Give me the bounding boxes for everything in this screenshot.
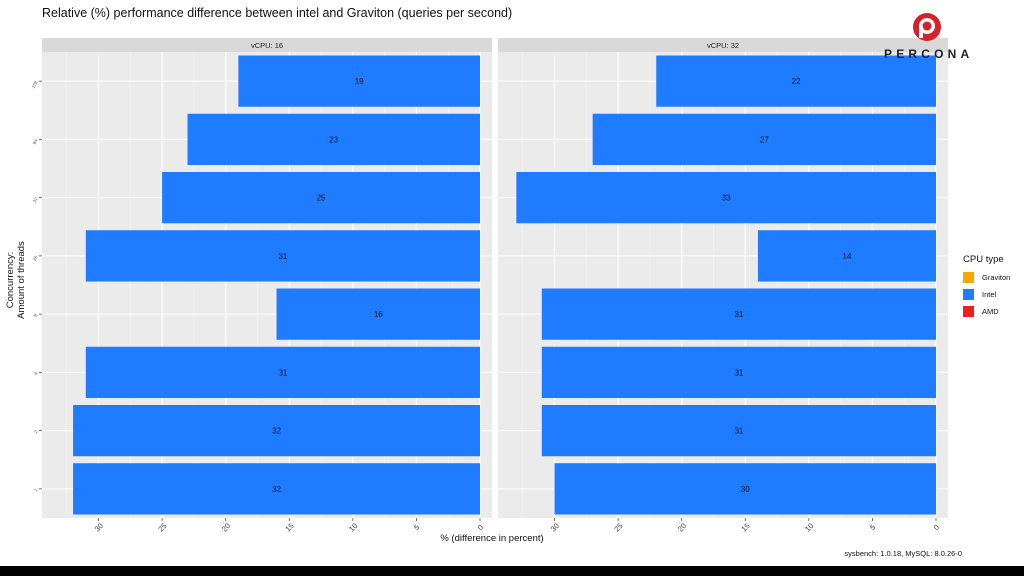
bar-data-label: 31 bbox=[734, 368, 743, 377]
y-axis-label-line: Amount of threads bbox=[16, 241, 27, 319]
x-tick-label: 15 bbox=[283, 521, 295, 533]
bar-intel bbox=[656, 55, 936, 107]
bar-intel bbox=[162, 171, 481, 224]
legend: CPU type Graviton Intel AMD bbox=[963, 254, 1010, 320]
bar-data-label: 23 bbox=[329, 135, 338, 144]
legend-key-amd bbox=[963, 306, 974, 317]
bar-intel bbox=[516, 171, 936, 224]
bar-intel bbox=[541, 404, 936, 457]
y-tick-label: 64 bbox=[32, 138, 39, 145]
legend-label: AMD bbox=[982, 307, 999, 316]
bar-intel bbox=[85, 230, 480, 282]
bar-data-label: 14 bbox=[843, 252, 852, 261]
bar-intel bbox=[541, 346, 936, 399]
y-axis-label: Concurrency: Amount of threads bbox=[5, 241, 27, 319]
bar-intel bbox=[73, 404, 481, 457]
x-tick-label: 0 bbox=[476, 523, 485, 532]
bar-data-label: 27 bbox=[760, 135, 769, 144]
facet-strip-label: vCPU: 16 bbox=[251, 41, 283, 50]
bar-data-label: 31 bbox=[734, 310, 743, 319]
caption: sysbench: 1.0.18, MySQL: 8.0.26-0 bbox=[844, 549, 962, 558]
y-tick-label: 128 bbox=[31, 80, 39, 89]
bar-data-label: 16 bbox=[374, 310, 383, 319]
x-tick-label: 20 bbox=[676, 521, 688, 533]
percona-logo-icon bbox=[913, 13, 941, 41]
legend-key-graviton bbox=[963, 272, 974, 283]
bar-intel bbox=[592, 113, 936, 166]
x-tick-label: 0 bbox=[932, 523, 941, 532]
y-tick-label: 2 bbox=[33, 429, 39, 434]
legend-item-graviton: Graviton bbox=[963, 269, 1010, 286]
y-tick-label: 4 bbox=[33, 371, 39, 376]
legend-title: CPU type bbox=[963, 254, 1004, 265]
bar-data-label: 33 bbox=[722, 194, 731, 203]
bar-intel bbox=[541, 288, 936, 340]
bar-intel bbox=[554, 463, 936, 515]
x-axis-label: % (difference in percent) bbox=[440, 533, 544, 544]
x-tick-label: 15 bbox=[739, 521, 751, 533]
bar-data-label: 25 bbox=[317, 194, 326, 203]
x-tick-label: 25 bbox=[612, 521, 624, 533]
y-tick-label: 16 bbox=[32, 254, 39, 261]
bar-intel bbox=[757, 230, 936, 282]
bar-data-label: 30 bbox=[741, 485, 750, 494]
bar-data-label: 31 bbox=[278, 252, 287, 261]
bar-intel bbox=[73, 463, 481, 515]
legend-label: Intel bbox=[982, 290, 997, 299]
x-tick-label: 30 bbox=[93, 521, 105, 533]
bar-intel bbox=[238, 55, 480, 107]
y-tick-label: 1 bbox=[33, 487, 39, 492]
facet-strip-label: vCPU: 32 bbox=[707, 41, 739, 50]
x-tick-label: 20 bbox=[220, 521, 232, 533]
bar-intel bbox=[187, 113, 480, 166]
legend-item-amd: AMD bbox=[963, 303, 1010, 320]
chart-title: Relative (%) performance difference betw… bbox=[42, 6, 513, 20]
x-tick-label: 5 bbox=[868, 523, 877, 532]
bar-data-label: 31 bbox=[734, 427, 743, 436]
y-tick-label: 8 bbox=[33, 313, 39, 318]
facet-panel-2: vCPU: 32 30 25 20 15 10 5 0 30 31 31 31 14 33 27 22 bbox=[498, 38, 948, 533]
x-tick-label: 5 bbox=[412, 523, 421, 532]
x-tick-label: 10 bbox=[347, 521, 359, 533]
x-tick-label: 10 bbox=[803, 521, 815, 533]
bar-intel bbox=[85, 346, 480, 399]
x-tick-label: 30 bbox=[549, 521, 561, 533]
bar-data-label: 32 bbox=[272, 485, 281, 494]
percona-logo: PERCONA bbox=[882, 12, 972, 62]
bar-data-label: 19 bbox=[355, 77, 364, 86]
x-tick-label: 25 bbox=[156, 521, 168, 533]
bottom-bar bbox=[0, 566, 1024, 576]
legend-key-intel bbox=[963, 289, 974, 300]
bar-data-label: 22 bbox=[792, 77, 801, 86]
facet-strip bbox=[42, 38, 492, 52]
legend-item-intel: Intel bbox=[963, 286, 1010, 303]
facet-strip bbox=[498, 38, 948, 52]
y-axis-label-line: Concurrency: bbox=[5, 251, 16, 309]
y-tick-label: 32 bbox=[32, 196, 39, 203]
bar-data-label: 32 bbox=[272, 427, 281, 436]
bar-intel bbox=[276, 288, 480, 340]
facet-panel-1: vCPU: 16 30 25 20 15 10 5 0 32 32 31 16 31 25 23 19 1 2 4 8… bbox=[31, 38, 492, 533]
legend-label: Graviton bbox=[982, 273, 1011, 282]
logo-text: PERCONA bbox=[884, 47, 974, 61]
bar-data-label: 31 bbox=[278, 368, 287, 377]
